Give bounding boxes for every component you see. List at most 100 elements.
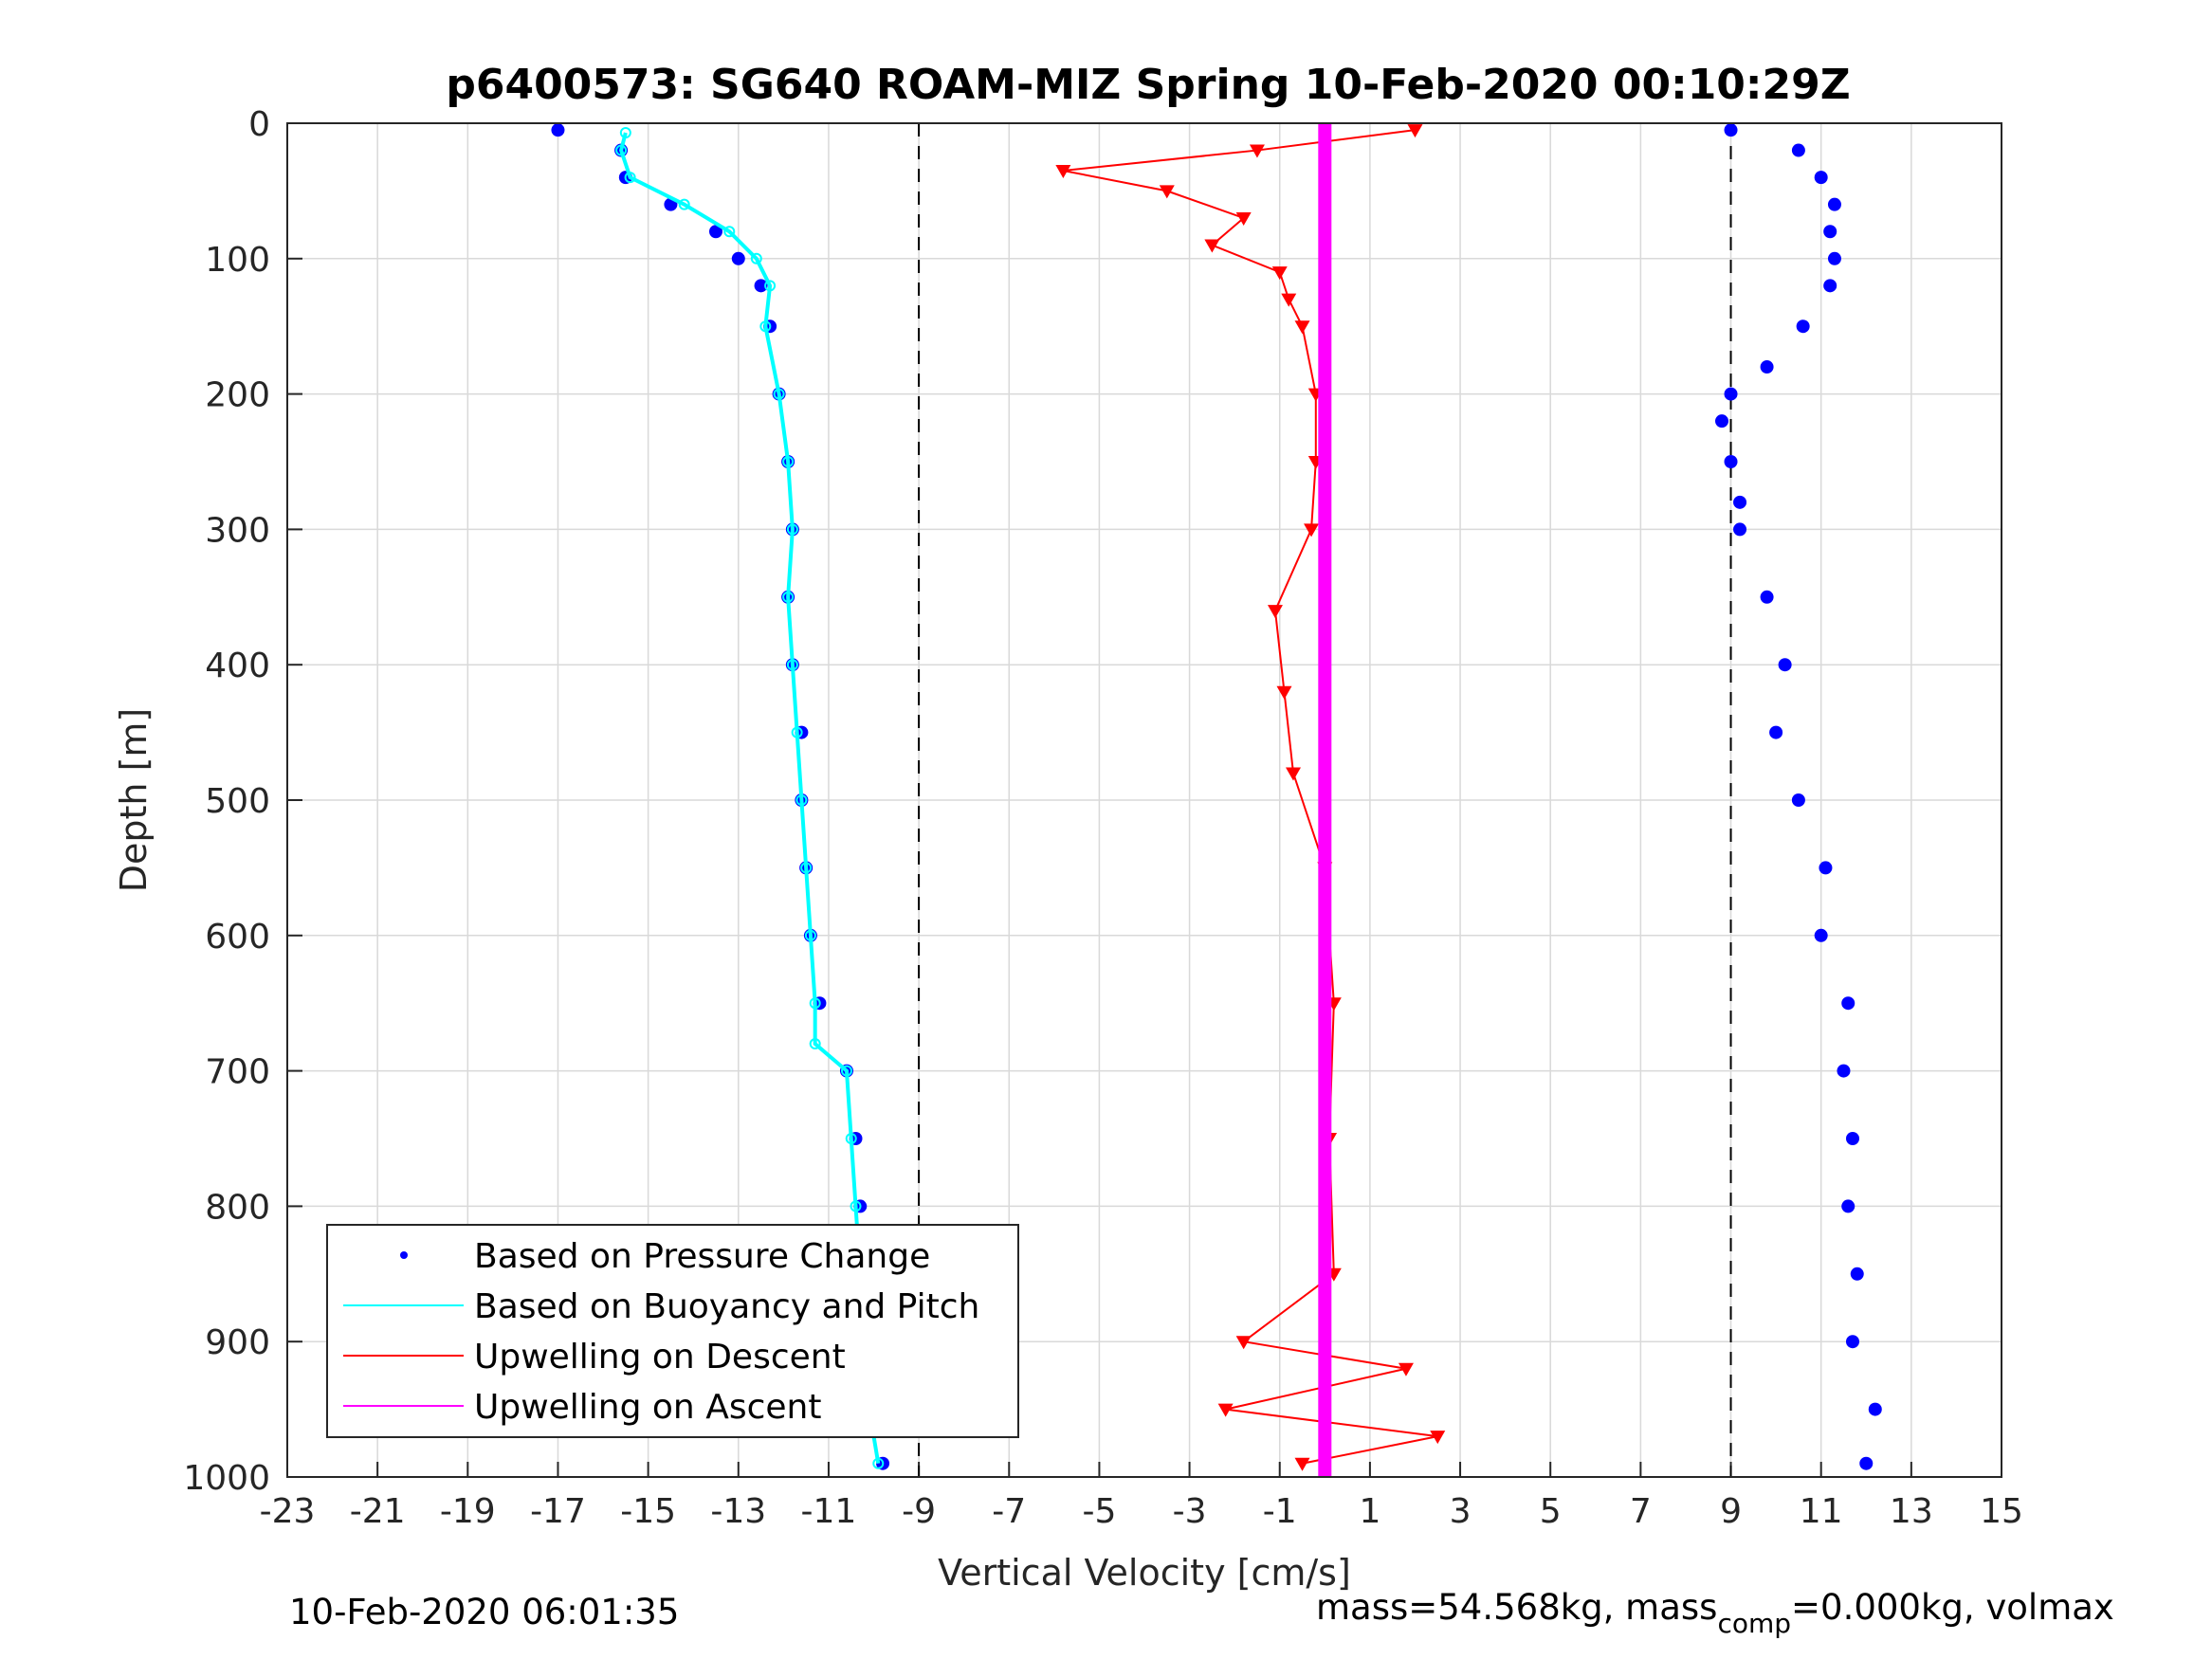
pressure-ascent-point bbox=[1724, 387, 1738, 401]
y-tick-label: 100 bbox=[205, 241, 270, 280]
x-tick-label: -23 bbox=[260, 1492, 316, 1531]
pressure-ascent-point bbox=[1814, 928, 1828, 942]
legend-label-buoyancy: Based on Buoyancy and Pitch bbox=[474, 1287, 979, 1326]
y-tick-label: 600 bbox=[205, 918, 270, 957]
pressure-ascent-point bbox=[1760, 590, 1774, 604]
x-tick-label: 7 bbox=[1630, 1492, 1652, 1531]
chart-title: p6400573: SG640 ROAM-MIZ Spring 10-Feb-2… bbox=[446, 61, 1850, 109]
upwelling-descent-point bbox=[1286, 767, 1302, 781]
buoyancy-point bbox=[615, 144, 628, 156]
x-tick-label: -7 bbox=[992, 1492, 1026, 1531]
x-tick-label: 5 bbox=[1540, 1492, 1562, 1531]
buoyancy-point bbox=[804, 929, 816, 941]
buoyancy-point bbox=[795, 794, 808, 806]
pressure-descent-point bbox=[551, 123, 565, 137]
buoyancy-point bbox=[624, 172, 636, 184]
upwelling-descent-point bbox=[1055, 164, 1071, 178]
buoyancy-point bbox=[786, 523, 798, 536]
y-tick-label: 200 bbox=[205, 376, 270, 415]
buoyancy-point bbox=[791, 726, 803, 738]
pressure-ascent-point bbox=[1823, 225, 1837, 239]
footer-timestamp: 10-Feb-2020 06:01:35 bbox=[289, 1592, 679, 1632]
x-tick-label: 9 bbox=[1720, 1492, 1742, 1531]
pressure-ascent-point bbox=[1791, 793, 1805, 807]
buoyancy-point bbox=[850, 1200, 862, 1212]
pressure-ascent-point bbox=[1760, 360, 1774, 374]
pressure-ascent-point bbox=[1850, 1267, 1864, 1281]
x-tick-label: -13 bbox=[710, 1492, 766, 1531]
pressure-ascent-point bbox=[1827, 251, 1841, 265]
pressure-descent-point bbox=[731, 251, 745, 265]
pressure-ascent-point bbox=[1827, 197, 1841, 211]
y-tick-label: 1000 bbox=[183, 1459, 270, 1498]
x-tick-label: -3 bbox=[1173, 1492, 1207, 1531]
x-axis-label: Vertical Velocity [cm/s] bbox=[938, 1552, 1351, 1594]
x-tick-label: 13 bbox=[1890, 1492, 1933, 1531]
buoyancy-point bbox=[782, 456, 795, 467]
x-tick-label: 15 bbox=[1980, 1492, 2023, 1531]
x-tick-label: -5 bbox=[1082, 1492, 1116, 1531]
pressure-descent-point bbox=[709, 225, 722, 239]
upwelling-descent-point bbox=[1217, 1403, 1234, 1417]
pressure-ascent-point bbox=[1819, 861, 1833, 875]
pressure-ascent-point bbox=[1796, 319, 1810, 334]
x-tick-label: -11 bbox=[801, 1492, 857, 1531]
legend-marker-pressure bbox=[400, 1251, 408, 1259]
footer-mass-tail: =0.000kg, volmax bbox=[1791, 1587, 2114, 1628]
upwelling-descent-point bbox=[1235, 211, 1252, 226]
pressure-ascent-point bbox=[1791, 143, 1805, 157]
buoyancy-point bbox=[800, 862, 813, 874]
data-marks bbox=[551, 123, 1882, 1477]
pressure-ascent-point bbox=[1841, 1199, 1856, 1213]
pressure-ascent-point bbox=[1823, 279, 1837, 293]
pressure-ascent-point bbox=[1845, 1335, 1859, 1349]
buoyancy-point bbox=[809, 1038, 821, 1050]
buoyancy-point bbox=[678, 198, 690, 210]
buoyancy-point bbox=[773, 388, 785, 400]
upwelling-descent-point bbox=[1294, 1457, 1310, 1471]
buoyancy-point bbox=[750, 252, 762, 264]
upwelling-descent-point bbox=[1271, 266, 1288, 281]
x-tick-label: -21 bbox=[350, 1492, 406, 1531]
upwelling-descent-point bbox=[1281, 293, 1297, 307]
pressure-ascent-point bbox=[1724, 455, 1738, 468]
pressure-ascent-point bbox=[1841, 996, 1856, 1011]
y-tick-label: 500 bbox=[205, 782, 270, 821]
upwelling-descent-point bbox=[1304, 523, 1320, 538]
pressure-ascent-point bbox=[1859, 1456, 1874, 1470]
upwelling-descent-point bbox=[1204, 239, 1220, 253]
legend: Based on Pressure Change Based on Buoyan… bbox=[326, 1224, 1019, 1438]
upwelling-descent-line bbox=[1063, 129, 1438, 1465]
x-tick-label: 3 bbox=[1450, 1492, 1472, 1531]
legend-label-pressure: Based on Pressure Change bbox=[474, 1237, 930, 1276]
buoyancy-point bbox=[809, 997, 821, 1010]
x-tick-labels: -23 -21 -19 -17 -15 -13 -11 -9 -7 -5 -3 -1 1 3 5 7 9 11 13… bbox=[260, 1492, 2023, 1531]
upwelling-descent-point bbox=[1407, 124, 1423, 138]
buoyancy-point bbox=[764, 280, 777, 292]
buoyancy-point bbox=[759, 320, 772, 333]
legend-label-ascent: Upwelling on Ascent bbox=[474, 1388, 821, 1427]
plot-frame bbox=[286, 122, 2002, 1478]
upwelling-descent-point bbox=[1235, 1336, 1252, 1350]
x-tick-label: -9 bbox=[902, 1492, 936, 1531]
pressure-ascent-point bbox=[1733, 495, 1747, 509]
buoyancy-point bbox=[619, 126, 631, 138]
upwelling-descent-point bbox=[1276, 685, 1292, 700]
pressure-ascent-point bbox=[1715, 414, 1729, 428]
upwelling-descent-point bbox=[1159, 185, 1175, 199]
pressure-ascent-point bbox=[1814, 171, 1828, 185]
y-tick-label: 800 bbox=[205, 1188, 270, 1227]
pressure-descent-point bbox=[754, 279, 768, 293]
y-tick-label: 300 bbox=[205, 511, 270, 550]
buoyancy-point bbox=[782, 591, 795, 603]
y-tick-label: 700 bbox=[205, 1053, 270, 1092]
pressure-ascent-point bbox=[1868, 1402, 1882, 1416]
footer-mass-sub: comp bbox=[1717, 1608, 1791, 1639]
buoyancy-point bbox=[845, 1133, 857, 1144]
buoyancy-point bbox=[723, 226, 736, 238]
y-axis-label: Depth [m] bbox=[113, 708, 155, 893]
buoyancy-point bbox=[840, 1065, 852, 1077]
buoyancy-line bbox=[619, 132, 881, 1465]
pressure-ascent-point bbox=[1845, 1132, 1859, 1145]
